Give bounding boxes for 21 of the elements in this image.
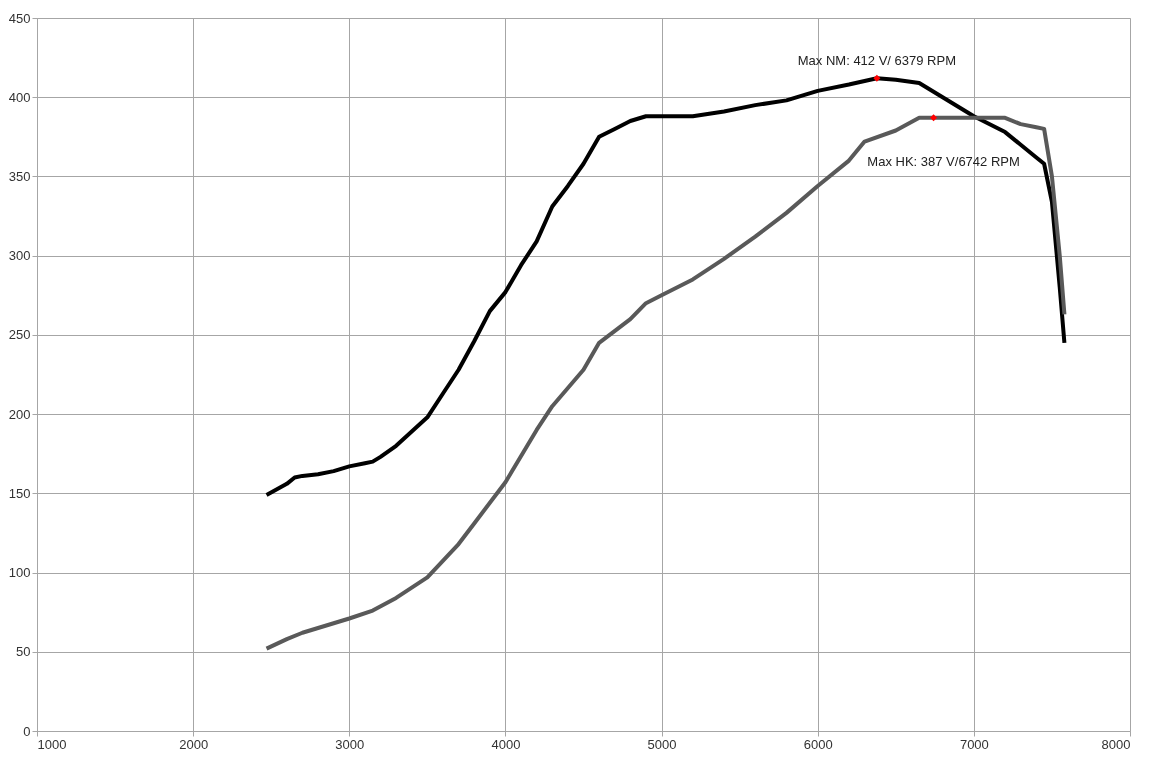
y-tick-label: 200: [8, 406, 31, 422]
y-tick-label: 350: [8, 168, 31, 184]
y-tick-label: 150: [8, 485, 31, 501]
line-series: [264, 114, 1067, 651]
x-tick-label: 7000: [959, 736, 989, 752]
y-tick-label: 300: [8, 248, 31, 264]
y-tick-label: 50: [16, 644, 31, 660]
annotation: Max HK: 387 V/6742 RPM: [867, 153, 1020, 169]
y-tick-label: 450: [8, 10, 31, 26]
x-tick-label: 5000: [647, 736, 677, 752]
x-tick-label: 8000: [1101, 736, 1131, 752]
y-tick-label: 0: [23, 723, 31, 739]
x-tick-label: 2000: [179, 736, 209, 752]
x-tick-label: 4000: [491, 736, 521, 752]
y-tick-label: 100: [8, 565, 31, 581]
x-tick-label: 1000: [37, 736, 67, 752]
y-tick-label: 400: [8, 89, 31, 105]
annotation: Max NM: 412 V/ 6379 RPM: [797, 53, 957, 69]
y-tick-label: 250: [8, 327, 31, 343]
x-tick-label: 6000: [803, 736, 833, 752]
x-tick-label: 3000: [335, 736, 365, 752]
